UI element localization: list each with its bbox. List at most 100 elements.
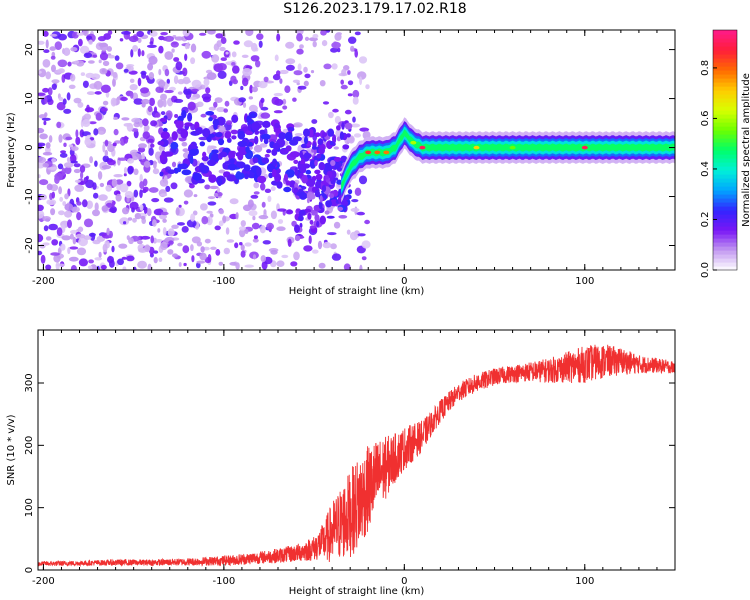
spectrogram-noise-blob xyxy=(252,254,257,260)
spectrogram-noise-blob xyxy=(38,209,45,219)
spectrogram-noise-blob xyxy=(111,178,118,188)
colorbar-swatch xyxy=(713,202,737,207)
spectrogram-noise-blob xyxy=(216,106,226,113)
spectrogram-noise-blob xyxy=(110,97,117,107)
spectrogram-noise-blob xyxy=(347,93,353,97)
spectrogram-noise-blob xyxy=(204,184,211,190)
spectrogram-noise-blob xyxy=(139,204,144,211)
spectrogram-noise-blob xyxy=(67,247,71,255)
colorbar-swatch xyxy=(713,166,737,171)
spectrogram-noise-blob xyxy=(147,138,154,143)
spectrogram-trail-blob xyxy=(318,146,325,155)
spectrogram-trail-blob xyxy=(324,210,330,215)
spectrogram-ridge-blob xyxy=(266,149,272,154)
spectrogram-noise-blob xyxy=(87,265,93,270)
spectrogram-noise-blob xyxy=(181,226,189,233)
spectrogram-noise-blob xyxy=(222,215,227,224)
colorbar-tick-label: 0.4 xyxy=(700,161,711,177)
spectrogram-noise-blob xyxy=(139,174,143,183)
spectrogram-noise-blob xyxy=(49,33,58,37)
spectrogram-frame xyxy=(37,29,676,271)
spectrogram-noise-blob xyxy=(66,157,71,163)
spectrogram-noise-blob xyxy=(65,136,73,141)
spectrogram-noise-blob xyxy=(58,96,64,101)
spectrogram-noise-blob xyxy=(193,194,198,198)
spectrogram-noise-blob xyxy=(359,127,370,132)
spectrogram-noise-blob xyxy=(56,121,62,128)
spectrogram-noise-blob xyxy=(78,258,88,267)
spectrogram-noise-blob xyxy=(299,44,304,49)
spectrogram-noise-blob xyxy=(99,68,108,75)
spectrogram-noise-blob xyxy=(88,39,93,45)
spectrogram-noise-blob xyxy=(131,117,141,123)
spectrogram-noise-blob xyxy=(177,91,183,95)
spectrogram-ridge-blob xyxy=(184,122,193,127)
spectrogram-ridge-blob xyxy=(181,110,187,119)
colorbar-swatch xyxy=(713,58,737,63)
spectrogram-noise-blob xyxy=(127,217,133,221)
spectrogram-noise-blob xyxy=(267,195,272,202)
spectrogram-noise-blob xyxy=(354,187,362,196)
colorbar-swatch xyxy=(713,162,737,167)
spectrogram-noise-blob xyxy=(331,253,342,261)
spectrogram-trail-blob xyxy=(303,152,311,159)
spectrogram-noise-blob xyxy=(233,40,240,45)
spectrogram-trail-blob xyxy=(314,189,320,198)
spectrogram-noise-blob xyxy=(201,93,212,100)
spectrogram-noise-blob xyxy=(45,39,49,49)
spectrogram-ridge-blob xyxy=(195,127,204,135)
spectrogram-noise-blob xyxy=(164,89,174,94)
spectrogram-noise-blob xyxy=(142,186,149,192)
snr-xtick-label: 100 xyxy=(575,576,594,587)
spectrogram-ridge-blob xyxy=(162,127,168,133)
spectrogram-noise-blob xyxy=(294,133,303,137)
spectrogram-noise-blob xyxy=(46,199,57,206)
spectrogram-noise-blob xyxy=(117,258,124,266)
spectrogram-trail-blob xyxy=(298,209,306,216)
colorbar-swatch xyxy=(713,262,737,267)
spectrogram-noise-blob xyxy=(142,118,149,127)
spectrogram-noise-blob xyxy=(218,220,224,227)
spectrogram-noise-blob xyxy=(292,79,300,84)
spectrogram-trail-blob xyxy=(314,159,318,167)
spectrogram-noise-blob xyxy=(100,264,107,270)
spectrogram-noise-blob xyxy=(270,186,276,192)
spectrogram-noise-blob xyxy=(354,31,361,36)
colorbar-swatch xyxy=(713,190,737,195)
spectrogram-noise-blob xyxy=(137,240,143,245)
spectrogram-noise-blob xyxy=(364,219,370,225)
spectrogram-noise-blob xyxy=(190,43,197,53)
spectrogram-noise-blob xyxy=(98,130,105,135)
spectrogram-noise-blob xyxy=(68,256,79,262)
spectrogram-noise-blob xyxy=(57,59,68,68)
spectrogram-trail-blob xyxy=(321,132,328,137)
spectrogram-ridge-blob xyxy=(244,173,249,180)
spectrogram-noise-blob xyxy=(92,209,100,217)
spectrogram-noise-blob xyxy=(160,241,168,251)
spectrogram-ridge-blob xyxy=(257,175,267,184)
spectrogram-trail-blob xyxy=(326,215,335,219)
spectrogram-noise-blob xyxy=(333,146,339,150)
spectrogram-noise-blob xyxy=(258,80,268,89)
spectrogram-noise-blob xyxy=(215,33,223,39)
spectrogram-ridge-blob xyxy=(180,128,189,139)
spectrogram-trail-blob xyxy=(318,201,323,209)
spectrogram-noise-blob xyxy=(64,210,72,218)
spectrogram-noise-blob xyxy=(157,99,164,108)
spectrogram-noise-blob xyxy=(303,245,313,252)
spectrogram-noise-blob xyxy=(129,84,138,91)
spectrogram-noise-blob xyxy=(210,246,217,250)
colorbar-swatch xyxy=(713,38,737,43)
spectrogram-ridge-blob xyxy=(252,157,259,164)
spectrogram-noise-blob xyxy=(215,249,221,256)
colorbar-swatch xyxy=(713,254,737,259)
spectrogram-noise-blob xyxy=(253,144,263,153)
colorbar-swatch xyxy=(713,210,737,215)
colorbar-swatch xyxy=(713,222,737,227)
spectrogram-noise-blob xyxy=(42,151,53,156)
spectrogram-noise-blob xyxy=(92,182,97,190)
spectrogram-ridge-blob xyxy=(230,129,238,135)
spectrogram-noise-blob xyxy=(223,247,230,255)
spectrogram-noise-blob xyxy=(353,133,362,138)
spectrogram-ridge-blob xyxy=(157,140,165,146)
